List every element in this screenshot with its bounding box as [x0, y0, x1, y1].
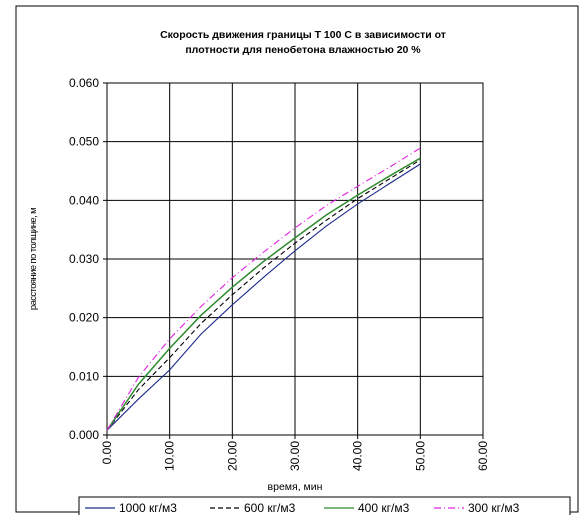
x-tick-label: 60.00	[476, 441, 490, 471]
y-axis-ticks: 0.000 0.010 0.020 0.030 0.040 0.050 0.060	[69, 76, 107, 442]
x-axis-ticks: 0.00 10.00 20.00 30.00 40.00 50.00 60.00	[100, 435, 490, 471]
x-tick-label: 0.00	[100, 441, 114, 465]
x-tick-label: 20.00	[225, 441, 239, 471]
series-line-0	[106, 163, 421, 431]
legend-box	[78, 496, 571, 515]
y-tick-label: 0.000	[69, 428, 99, 442]
legend-label-1: 600 кг/м3	[244, 501, 296, 515]
series-line-2	[106, 157, 421, 431]
x-tick-label: 30.00	[288, 441, 302, 471]
chart-title-line-1: Скорость движения границы Т 100 С в зави…	[160, 29, 446, 41]
y-tick-label: 0.010	[69, 369, 99, 383]
y-tick-label: 0.030	[69, 252, 99, 266]
chart-title-line-2: плотности для пенобетона влажностью 20 %	[185, 44, 421, 56]
legend-label-0: 1000 кг/м3	[119, 501, 177, 515]
x-tick-label: 10.00	[163, 441, 177, 471]
series-line-1	[106, 159, 421, 431]
x-tick-label: 40.00	[351, 441, 365, 471]
legend: 1000 кг/м3 600 кг/м3 400 кг/м3 300 кг/м3	[85, 501, 520, 515]
y-tick-label: 0.020	[69, 311, 99, 325]
legend-label-2: 400 кг/м3	[358, 501, 410, 515]
y-tick-label: 0.040	[69, 193, 99, 207]
x-axis-label: время, мин	[268, 481, 323, 493]
y-tick-label: 0.050	[69, 135, 99, 149]
series-lines	[106, 147, 421, 431]
legend-label-3: 300 кг/м3	[468, 501, 520, 515]
y-tick-label: 0.060	[69, 76, 99, 90]
x-tick-label: 50.00	[413, 441, 427, 471]
y-axis-label: расстояние по толщине, м	[28, 208, 39, 310]
series-line-3	[106, 147, 421, 431]
